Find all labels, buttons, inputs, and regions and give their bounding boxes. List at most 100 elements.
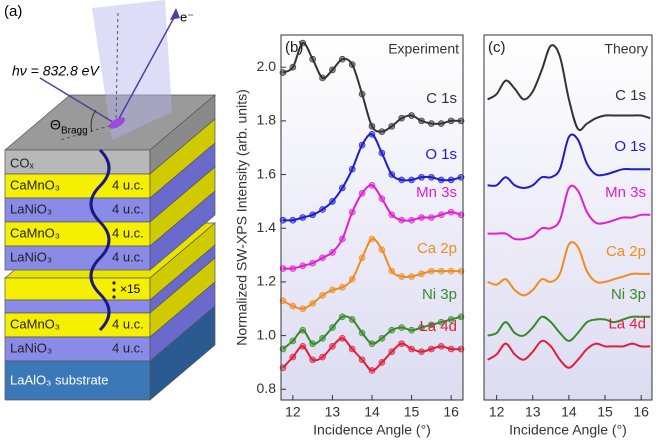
arrow-head (170, 8, 180, 20)
data-point (329, 287, 335, 293)
series-label: Ni 3p (611, 286, 646, 303)
y-tick-label: 2.0 (257, 58, 277, 74)
data-point (428, 174, 434, 180)
data-point (399, 217, 405, 223)
data-point (339, 284, 345, 290)
layer (5, 300, 150, 313)
layer-name: CaMnO₃ (10, 316, 60, 331)
data-point (339, 236, 345, 242)
data-point (310, 357, 316, 363)
data-point (339, 185, 345, 191)
data-point (359, 91, 365, 97)
x-axis-label: Incidence Angle (°) (313, 422, 431, 438)
y-tick-label: 1.0 (257, 326, 277, 342)
x-tick-label: 14 (364, 404, 380, 420)
data-point (448, 346, 454, 352)
chart-title: Theory (604, 41, 648, 57)
data-point (418, 271, 424, 277)
layer-name: LaNiO₃ (10, 340, 52, 355)
data-point (290, 64, 296, 70)
data-point (320, 75, 326, 81)
data-point (359, 142, 365, 148)
data-point (320, 206, 326, 212)
data-point (379, 359, 385, 365)
layer-thickness: 4 u.c. (112, 340, 144, 355)
data-point (389, 123, 395, 129)
dot (112, 281, 115, 284)
data-point (379, 335, 385, 341)
data-point (379, 150, 385, 156)
x-tick-label: 13 (325, 404, 341, 420)
series-label: O 1s (614, 138, 646, 155)
dot (112, 295, 115, 298)
layer-thickness: 4 u.c. (112, 249, 144, 264)
data-point (438, 121, 444, 127)
data-point (320, 335, 326, 341)
dot (112, 288, 115, 291)
angle-subscript: Bragg (61, 126, 88, 137)
data-point (290, 217, 296, 223)
data-point (369, 123, 375, 129)
data-point (349, 62, 355, 68)
series-label: Mn 3s (416, 184, 457, 201)
data-point (369, 131, 375, 137)
data-point (448, 209, 454, 215)
data-point (329, 67, 335, 73)
chart-title: Experiment (388, 41, 459, 57)
data-point (329, 249, 335, 255)
data-point (300, 263, 306, 269)
data-point (409, 217, 415, 223)
data-point (389, 268, 395, 274)
sample-diagram: (a) ×15 (4, 0, 215, 400)
layer-thickness: 4 u.c. (112, 201, 144, 216)
data-point (310, 341, 316, 347)
data-point (290, 265, 296, 271)
data-point (349, 209, 355, 215)
x-tick-label: 15 (597, 404, 613, 420)
data-point (310, 260, 316, 266)
data-point (359, 190, 365, 196)
x-tick-label: 15 (404, 404, 420, 420)
y-tick-label: 1.8 (257, 112, 277, 128)
data-point (399, 177, 405, 183)
data-point (359, 357, 365, 363)
data-point (418, 174, 424, 180)
data-point (409, 327, 415, 333)
data-point (379, 247, 385, 253)
data-point (428, 268, 434, 274)
data-point (409, 274, 415, 280)
data-point (300, 343, 306, 349)
data-point (409, 346, 415, 352)
data-point (428, 121, 434, 127)
panel-label: (a) (4, 3, 22, 20)
y-tick-label: 1.6 (257, 165, 277, 181)
data-point (290, 354, 296, 360)
series-label: La 4d (608, 315, 646, 332)
layer-thickness: 4 u.c. (112, 316, 144, 331)
data-point (399, 274, 405, 280)
data-point (349, 346, 355, 352)
data-point (369, 236, 375, 242)
figure: (a) ×15 (0, 0, 656, 443)
panel-label: (b) (285, 39, 303, 56)
substrate-label: LaAlO₃ substrate (10, 372, 109, 387)
data-point (349, 316, 355, 322)
layer-name: LaNiO₃ (10, 201, 52, 216)
data-point (448, 118, 454, 124)
data-point (310, 56, 316, 62)
data-point (329, 325, 335, 331)
panel-label: (c) (488, 39, 506, 56)
data-point (359, 255, 365, 261)
layer-name: LaNiO₃ (10, 249, 52, 264)
x-axis-label: Incidence Angle (°) (509, 422, 627, 438)
data-point (339, 314, 345, 320)
y-tick-label: 0.8 (257, 380, 277, 396)
data-point (399, 341, 405, 347)
series-label: Ca 2p (417, 240, 457, 257)
data-point (409, 177, 415, 183)
layer-thickness: 4 u.c. (112, 177, 144, 192)
data-point (369, 182, 375, 188)
data-point (389, 172, 395, 178)
x-tick-label: 13 (525, 404, 541, 420)
